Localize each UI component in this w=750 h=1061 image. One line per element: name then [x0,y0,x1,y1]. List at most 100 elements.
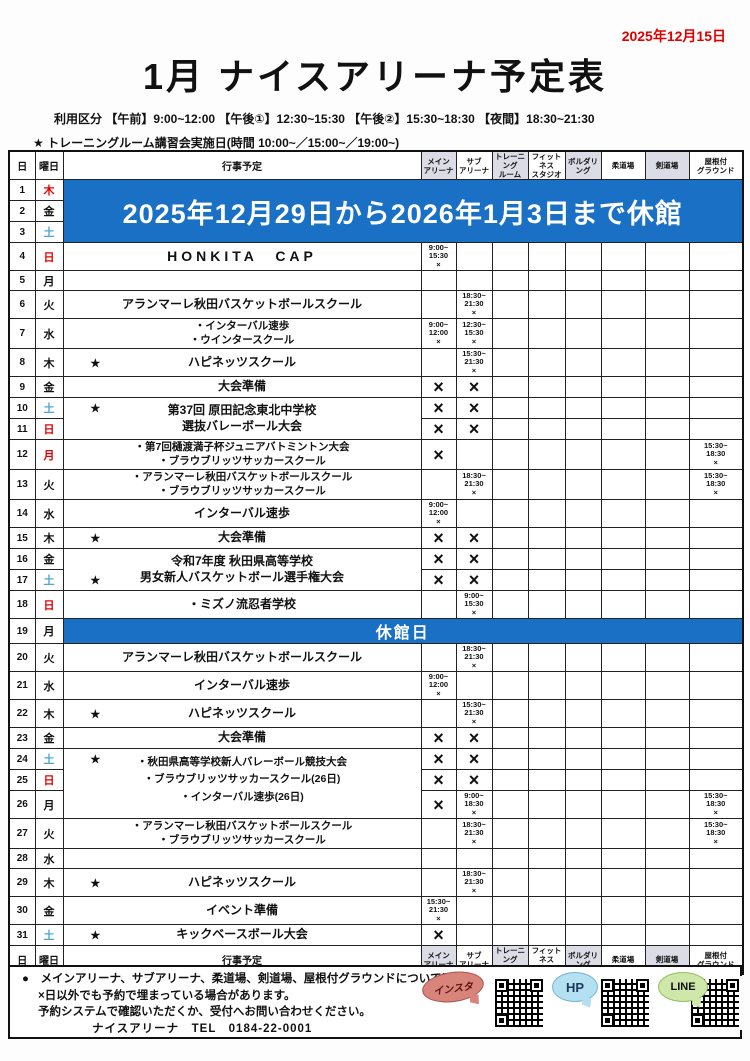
facility-cell-training [491,848,529,869]
facility-cell-sub: 9:00~ 15:30 × [455,590,493,619]
facility-cell-sub: × [455,769,493,791]
facility-cell-ground [688,242,744,271]
facility-cell-main: × [420,397,457,419]
facility-cell-bouldering [564,397,602,419]
facility-cell-bouldering [564,748,602,770]
facility-column-header: フィットネススタジオ [527,150,566,180]
day-cell: 23 [8,727,36,749]
facility-cell-main [420,643,457,672]
facility-cell-bouldering [564,848,602,869]
facility-cell-bouldering [564,868,602,897]
facility-cell-ground [688,569,744,591]
facility-cell-fitness [527,318,566,349]
day-cell: 17 [8,569,36,591]
facility-cell-sub: 18:30~ 21:30 × [455,868,493,897]
facility-cell-main [420,818,457,849]
facility-cell-judo [600,643,646,672]
facility-cell-training [491,699,529,728]
day-cell: 2 [8,200,36,222]
day-cell: 6 [8,290,36,319]
schedule-row: 16 金 令和7年度 秋田県高等学校 × × [8,548,744,570]
day-cell: 20 [8,643,36,672]
facility-cell-sub [455,848,493,869]
weekday-cell: 木 [34,699,64,728]
facility-cell-kendo [644,769,690,791]
facility-cell-bouldering [564,590,602,619]
facility-cell-judo [600,376,646,398]
event-cell: ★ キックベースボール大会 [62,924,422,946]
facility-cell-ground [688,270,744,291]
weekday-cell: 月 [34,618,64,644]
weekday-cell: 月 [34,790,64,819]
day-cell: 9 [8,376,36,398]
day-cell: 13 [8,469,36,500]
facility-cell-bouldering [564,769,602,791]
facility-cell-ground: 15:30~ 18:30 × [688,790,744,819]
event-text: 第37回 原田記念東北中学校 [167,402,317,417]
weekday-cell: 金 [34,896,64,925]
facility-cell-main: × [420,924,457,946]
event-cell: アランマーレ秋田バスケットボールスクール [62,290,422,319]
weekday-cell: 金 [34,548,64,570]
facility-cell-ground [688,397,744,419]
event-text: ・ミズノ流忍者学校 [187,596,296,611]
day-cell: 3 [8,221,36,243]
schedule-row: 14 水 インターバル速歩 9:00~ 12:00 × [8,499,744,528]
facility-cell-judo [600,318,646,349]
facility-cell-fitness [527,727,566,749]
facility-cell-kendo [644,290,690,319]
schedule-row: 23 金 大会準備 × × [8,727,744,749]
facility-column-header: メイン アリーナ [420,150,457,180]
usage-time-legend: 利用区分 【午前】9:00~12:00 【午後①】12:30~15:30 【午後… [54,112,595,126]
weekday-cell: 日 [34,242,64,271]
homepage-bubble-label: HP [552,972,598,1002]
facility-cell-ground [688,769,744,791]
footer-note-line: 予約システムで確認いただくか、受付へお問い合わせください。 [38,1006,371,1019]
event-cell: ★ ハピネッツスクール [62,699,422,728]
event-text: 令和7年度 秋田県高等学校 [170,553,313,568]
facility-cell-sub: × [455,548,493,570]
event-cell: ★ ・秋田県高等学校新人バレーボール競技大会 [62,748,422,770]
schedule-row: 15 木 ★ 大会準備 × × [8,527,744,549]
facility-cell-ground [688,348,744,377]
facility-cell-kendo [644,469,690,500]
facility-cell-judo [600,671,646,700]
weekday-cell: 日 [34,418,64,440]
facility-cell-training [491,270,529,291]
facility-cell-judo [600,590,646,619]
schedule-row: 9 金 大会準備 × × [8,376,744,398]
facility-cell-fitness [527,439,566,470]
schedule-row: 21 水 インターバル速歩 9:00~ 12:00 × [8,671,744,700]
facility-cell-judo [600,527,646,549]
facility-cell-kendo [644,548,690,570]
schedule-row: 26 月 ・インターバル速歩(26日) × 9:00~ 18:30 × 15:30~ 18:30… [8,790,744,819]
weekday-cell: 水 [34,848,64,869]
facility-cell-bouldering [564,727,602,749]
qr-code-homepage [598,976,652,1030]
facility-cell-bouldering [564,699,602,728]
facility-cell-judo [600,469,646,500]
facility-cell-kendo [644,748,690,770]
facility-cell-sub: × [455,748,493,770]
facility-cell-ground: 15:30~ 18:30 × [688,439,744,470]
facility-cell-training [491,868,529,897]
facility-cell-training [491,290,529,319]
day-cell: 30 [8,896,36,925]
line-bubble-label: LINE [658,972,708,1002]
footer-note-line: ×日以外でも予約で埋まっている場合があります。 [38,989,296,1002]
weekday-cell: 火 [34,469,64,500]
event-cell: ★ ハピネッツスクール [62,348,422,377]
weekday-cell: 水 [34,499,64,528]
facility-cell-bouldering [564,499,602,528]
training-day-star-icon: ★ [89,400,102,416]
event-cell: ・アランマーレ秋田バスケットボールスクール ・ブラウブリッツサッカースクール [62,469,422,500]
facility-cell-fitness [527,868,566,897]
facility-cell-fitness [527,270,566,291]
facility-cell-main: 9:00~ 12:00 × [420,499,457,528]
event-cell: 令和7年度 秋田県高等学校 [62,548,422,570]
schedule-row: 25 日 ・ブラウブリッツサッカースクール(26日) × × [8,769,744,791]
facility-cell-kendo [644,376,690,398]
facility-cell-training [491,418,529,440]
facility-cell-ground [688,590,744,619]
